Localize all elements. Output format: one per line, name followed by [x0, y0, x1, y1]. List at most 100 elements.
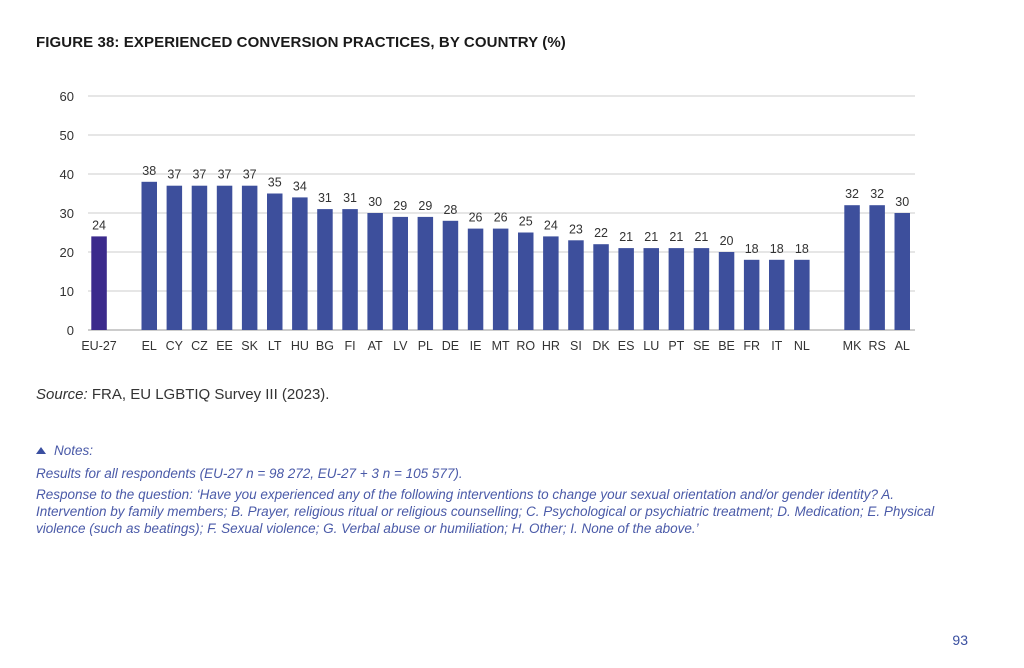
data-label: 18 — [770, 242, 784, 256]
page-number: 93 — [952, 632, 968, 648]
x-tick-label: PT — [668, 339, 684, 353]
bar — [543, 236, 559, 330]
data-label: 18 — [745, 242, 759, 256]
bar — [292, 197, 308, 330]
bar — [216, 185, 233, 330]
data-label: 34 — [293, 179, 307, 193]
x-tick-label: RS — [868, 339, 885, 353]
data-label: 24 — [92, 218, 106, 232]
x-tick-label: LT — [268, 339, 282, 353]
data-label: 32 — [870, 187, 884, 201]
x-tick-label: DE — [442, 339, 459, 353]
notes-heading: Notes: — [54, 443, 94, 458]
y-tick-label: 10 — [60, 284, 74, 299]
data-label: 21 — [619, 230, 633, 244]
data-label: 37 — [218, 168, 232, 182]
data-label: 21 — [694, 230, 708, 244]
source-label: Source: — [36, 386, 88, 403]
bar — [869, 205, 885, 330]
x-tick-label: LV — [393, 339, 408, 353]
data-label: 37 — [167, 168, 181, 182]
x-tick-label: FI — [344, 339, 355, 353]
notes-line-question: Response to the question: ‘Have you expe… — [36, 487, 935, 536]
data-label: 31 — [343, 191, 357, 205]
bar — [568, 240, 584, 330]
bar-chart: 0 10 20 30 40 50 60 24 EU-27 38 EL 37 CY 37 CZ 37 EE 37 SK… — [60, 89, 915, 353]
bar — [844, 205, 860, 330]
data-label: 37 — [192, 168, 206, 182]
figure-title: FIGURE 38: EXPERIENCED CONVERSION PRACTI… — [36, 34, 566, 51]
x-tick-label: DK — [592, 339, 610, 353]
data-label: 29 — [393, 199, 407, 213]
data-label: 20 — [720, 234, 734, 248]
source-line: Source: FRA, EU LGBTIQ Survey III (2023)… — [36, 386, 329, 403]
triangle-up-icon — [36, 447, 46, 454]
bar — [769, 259, 785, 330]
bar — [894, 213, 910, 330]
bar — [693, 248, 710, 330]
bar — [743, 259, 760, 330]
x-tick-label: SE — [693, 339, 710, 353]
bar — [668, 248, 685, 330]
data-label: 35 — [268, 176, 282, 190]
y-tick-label: 20 — [60, 245, 74, 260]
data-label: 26 — [469, 211, 483, 225]
x-tick-label: CZ — [191, 339, 208, 353]
data-label: 31 — [318, 191, 332, 205]
y-tick-label: 30 — [60, 206, 74, 221]
bar — [492, 228, 509, 330]
x-tick-label: HU — [291, 339, 309, 353]
data-label: 30 — [895, 195, 909, 209]
x-tick-label: SI — [570, 339, 582, 353]
data-label: 29 — [418, 199, 432, 213]
x-tick-label: HR — [542, 339, 560, 353]
y-tick-label: 40 — [60, 167, 74, 182]
data-label: 21 — [644, 230, 658, 244]
x-tick-label: AL — [895, 339, 910, 353]
data-label: 24 — [544, 218, 558, 232]
y-tick-label: 60 — [60, 89, 74, 104]
x-tick-label: EL — [142, 339, 157, 353]
x-tick-label: MT — [492, 339, 510, 353]
x-tick-label: NL — [794, 339, 810, 353]
bar — [442, 220, 459, 330]
x-tick-label: MK — [843, 339, 862, 353]
bar — [367, 213, 383, 330]
bar — [342, 209, 358, 330]
x-tick-label: BG — [316, 339, 334, 353]
x-tick-label: PL — [418, 339, 433, 353]
x-tick-label: IE — [470, 339, 482, 353]
x-tick-label: AT — [368, 339, 383, 353]
bar — [593, 244, 609, 330]
data-label: 37 — [243, 168, 257, 182]
x-tick-label: EE — [216, 339, 233, 353]
bar — [417, 216, 434, 330]
bar — [241, 185, 258, 330]
notes-section: Notes: Results for all respondents (EU-2… — [36, 442, 936, 541]
data-label: 21 — [669, 230, 683, 244]
data-label: 22 — [594, 226, 608, 240]
bar — [317, 209, 333, 330]
bar — [191, 185, 208, 330]
y-tick-label: 0 — [67, 323, 74, 338]
data-label: 32 — [845, 187, 859, 201]
data-label: 38 — [142, 164, 156, 178]
data-label: 26 — [494, 211, 508, 225]
x-tick-label: RO — [516, 339, 535, 353]
bar — [166, 185, 183, 330]
notes-toggle[interactable]: Notes: — [36, 442, 936, 459]
bar — [467, 228, 484, 330]
bar — [518, 232, 534, 330]
x-tick-label: SK — [241, 339, 258, 353]
x-tick-label: CY — [166, 339, 184, 353]
notes-line-respondents: Results for all respondents (EU-27 n = 9… — [36, 466, 463, 481]
data-label: 25 — [519, 215, 533, 229]
bar — [794, 259, 810, 330]
bar — [718, 252, 735, 330]
x-tick-label: BE — [718, 339, 735, 353]
x-tick-label: FR — [743, 339, 760, 353]
data-label: 28 — [443, 203, 457, 217]
bar — [643, 248, 659, 330]
x-tick-label: EU-27 — [81, 339, 116, 353]
bar — [618, 248, 634, 330]
